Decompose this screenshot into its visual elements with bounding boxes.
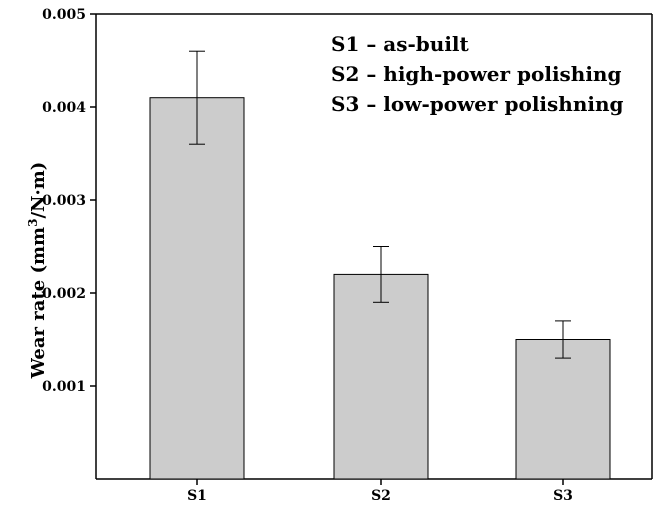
y-axis-label-suffix: /N·m) <box>28 162 49 219</box>
y-tick-label-2: 0.003 <box>42 193 86 209</box>
x-tick-label-s3: S3 <box>553 488 573 504</box>
x-tick-label-s2: S2 <box>371 488 391 504</box>
bar-s1 <box>149 97 245 480</box>
annotation-s2: S2 – high-power polishing <box>331 62 621 86</box>
y-axis-label-sup: 3 <box>26 219 40 227</box>
bars-group <box>149 97 611 480</box>
x-tick-label-s1: S1 <box>187 488 207 504</box>
y-axis-label-prefix: Wear rate (mm <box>28 227 49 379</box>
y-tick-label-3: 0.004 <box>42 100 86 116</box>
annotation-s1: S1 – as-built <box>331 32 470 56</box>
y-tick-label-0: 0.001 <box>42 379 86 395</box>
bar-s2 <box>333 273 429 480</box>
x-ticks-group: S1 S2 S3 <box>187 479 573 504</box>
bar-s3 <box>515 339 611 480</box>
y-tick-label-1: 0.002 <box>42 286 86 302</box>
error-bars-group <box>189 50 571 359</box>
y-tick-label-4: 0.005 <box>42 7 86 23</box>
y-ticks-group: 0.001 0.002 0.003 0.004 0.005 <box>42 7 96 395</box>
annotation-s3: S3 – low-power polishning <box>331 92 624 116</box>
y-axis-label: Wear rate (mm3/N·m) <box>26 162 49 380</box>
